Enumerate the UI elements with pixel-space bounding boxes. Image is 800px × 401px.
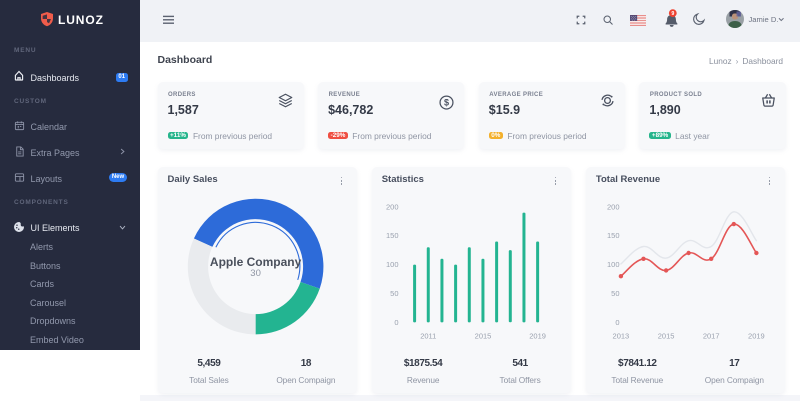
svg-text:100: 100 [607,260,620,269]
svg-text:2013: 2013 [613,332,630,341]
svg-text:$: $ [444,97,449,107]
svg-text:100: 100 [386,260,399,269]
svg-text:50: 50 [390,289,398,298]
svg-text:2015: 2015 [475,332,492,341]
svg-text:0: 0 [394,318,398,327]
svg-text:150: 150 [607,231,620,240]
svg-text:150: 150 [386,231,399,240]
svg-text:2019: 2019 [748,332,765,341]
svg-text:2015: 2015 [658,332,675,341]
svg-text:9: 9 [671,11,674,17]
svg-text:2011: 2011 [420,332,436,341]
svg-text:2017: 2017 [703,332,720,341]
svg-text:2019: 2019 [529,332,546,341]
svg-text:0: 0 [615,318,619,327]
svg-text:50: 50 [611,289,619,298]
svg-text:200: 200 [607,202,620,211]
svg-text:200: 200 [386,202,399,211]
